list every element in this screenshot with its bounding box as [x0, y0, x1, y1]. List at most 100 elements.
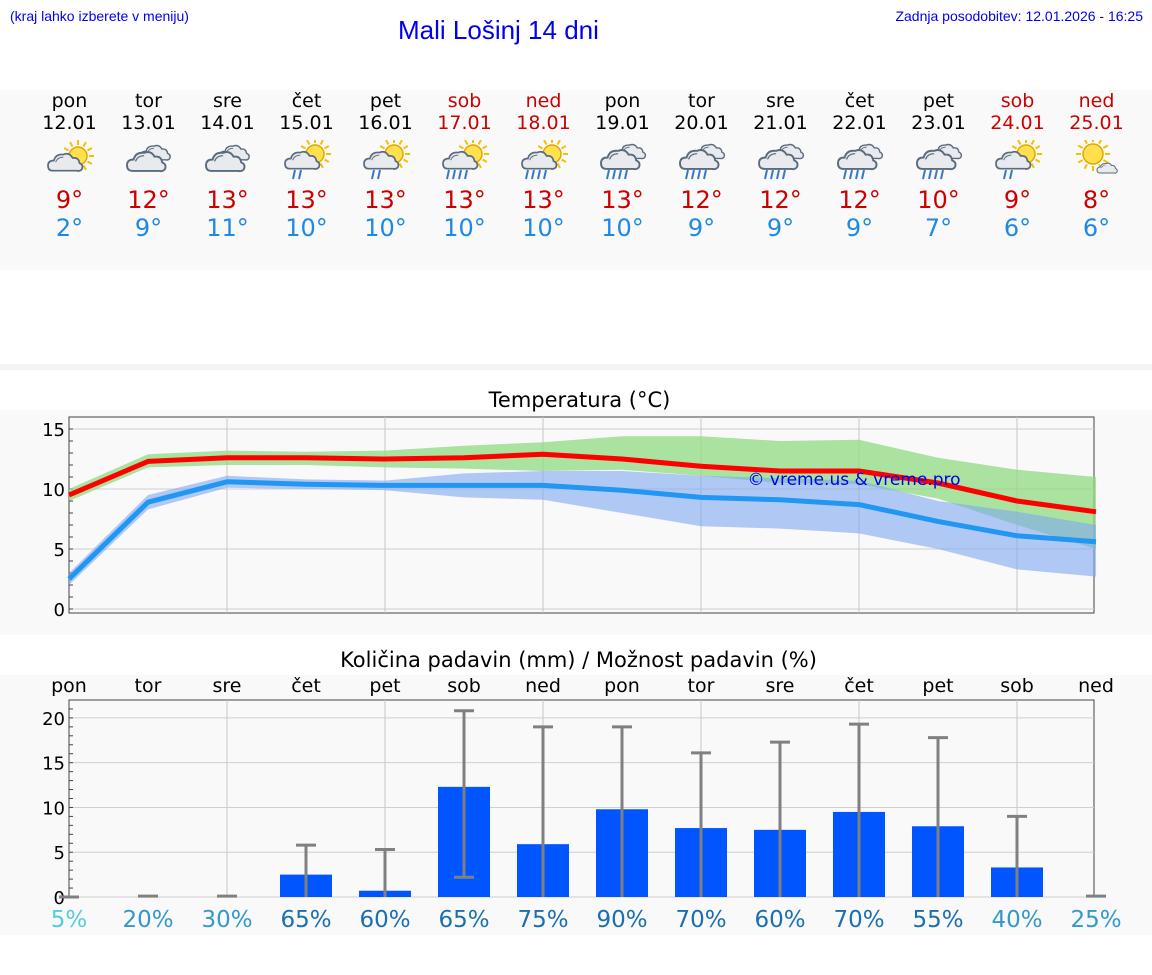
- max-temp: 8°: [1082, 186, 1111, 214]
- day-column: sob 24.01 9° 6°: [978, 90, 1057, 242]
- precip-day-label: sob: [1000, 675, 1034, 697]
- precip-probability: 65%: [438, 907, 489, 933]
- watermark: © vreme.us & vreme.pro: [747, 470, 960, 490]
- day-column: ned 25.01 8° 6°: [1057, 90, 1136, 242]
- day-name: pet: [369, 90, 402, 112]
- cloudy-icon: [125, 144, 171, 173]
- day-name: pon: [604, 90, 641, 112]
- cloud-rain-icon: [915, 143, 962, 180]
- page-title: Mali Lošinj 14 dni: [398, 15, 599, 45]
- max-temp-line: [68, 451, 1097, 515]
- day-column: pon 19.01 13° 10°: [583, 90, 662, 242]
- max-temp: 12°: [680, 186, 723, 214]
- max-temp: 13°: [601, 186, 644, 214]
- day-name: ned: [1078, 90, 1115, 112]
- max-temp: 9°: [55, 186, 84, 214]
- daily-forecast: pon 12.01 9° 2° tor 13.01 12° 9° sre 14.01 13° 11° č…: [0, 90, 1152, 270]
- precip-probability: 65%: [280, 907, 331, 933]
- sun-rain-icon: [283, 140, 331, 180]
- precip-day-label: sre: [766, 675, 795, 697]
- precip-day-label: čet: [844, 675, 874, 697]
- max-temp: 9°: [1003, 186, 1032, 214]
- day-name: ned: [525, 90, 562, 112]
- min-temp: 9°: [687, 214, 716, 242]
- day-column: čet 15.01 13° 10°: [267, 90, 346, 242]
- precip-day-label: sre: [213, 675, 242, 697]
- min-temp: 9°: [845, 214, 874, 242]
- min-temp: 10°: [522, 214, 565, 242]
- min-temp: 10°: [285, 214, 328, 242]
- sun-heavy-rain-icon: [520, 140, 568, 180]
- day-column: pet 23.01 10° 7°: [899, 90, 978, 242]
- day-column: pon 12.01 9° 2°: [30, 90, 109, 242]
- day-date: 16.01: [358, 112, 413, 134]
- precip-day-label: pet: [369, 675, 400, 697]
- precip-tick-label: 10: [42, 798, 65, 819]
- temp-tick-label: 10: [42, 480, 65, 501]
- day-date: 20.01: [674, 112, 729, 134]
- min-temp: 6°: [1082, 214, 1111, 242]
- sun-rain-icon: [994, 140, 1042, 180]
- day-date: 13.01: [121, 112, 176, 134]
- min-temp: 6°: [1003, 214, 1032, 242]
- day-date: 17.01: [437, 112, 492, 134]
- location-hint: (kraj lahko izberete v meniju): [10, 8, 189, 24]
- precip-tick-label: 5: [54, 843, 65, 864]
- precip-day-label: ned: [525, 675, 561, 697]
- day-name: sob: [1000, 90, 1035, 112]
- day-name: čet: [844, 90, 875, 112]
- day-name: sob: [447, 90, 482, 112]
- precipitation-chart: pon tor sre čet pet sob ned pon tor sre čet pet sob n…: [42, 675, 1121, 933]
- temp-tick-label: 0: [54, 600, 65, 621]
- precip-probability: 60%: [359, 907, 410, 933]
- min-temp: 10°: [443, 214, 486, 242]
- max-temp: 13°: [285, 186, 328, 214]
- last-update: Zadnja posodobitev: 12.01.2026 - 16:25: [895, 8, 1143, 24]
- day-date: 21.01: [753, 112, 808, 134]
- precip-chart-title: Količina padavin (mm) / Možnost padavin …: [340, 648, 817, 672]
- precip-probability: 75%: [517, 907, 568, 933]
- precip-probability: 60%: [754, 907, 805, 933]
- day-name: pon: [51, 90, 88, 112]
- precip-probability: 70%: [675, 907, 726, 933]
- precip-day-label: čet: [291, 675, 321, 697]
- precip-probability: 5%: [51, 907, 88, 933]
- min-temp: 10°: [364, 214, 407, 242]
- precip-day-label: sob: [447, 675, 481, 697]
- precip-day-label: pon: [604, 675, 640, 697]
- precip-probability: 25%: [1070, 907, 1121, 933]
- precip-day-label: tor: [688, 675, 715, 697]
- min-temp: 9°: [766, 214, 795, 242]
- precip-probability: 20%: [122, 907, 173, 933]
- sun-rain-icon: [362, 140, 410, 180]
- max-temp: 12°: [838, 186, 881, 214]
- temp-chart-title: Temperatura (°C): [488, 388, 671, 412]
- forecast-band: [0, 90, 1152, 270]
- min-temp: 7°: [924, 214, 953, 242]
- day-column: ned 18.01 13° 10°: [504, 90, 583, 242]
- day-name: sre: [766, 90, 795, 112]
- max-temp: 13°: [364, 186, 407, 214]
- day-column: tor 13.01 12° 9°: [109, 90, 188, 242]
- precip-probability: 30%: [201, 907, 252, 933]
- day-date: 23.01: [911, 112, 966, 134]
- day-name: sre: [213, 90, 242, 112]
- precip-probability: 70%: [833, 907, 884, 933]
- min-temp: 10°: [601, 214, 644, 242]
- max-temp: 10°: [917, 186, 960, 214]
- day-column: sre 21.01 12° 9°: [741, 90, 820, 242]
- day-date: 25.01: [1069, 112, 1124, 134]
- max-temp: 13°: [522, 186, 565, 214]
- precip-tick-label: 15: [42, 754, 65, 775]
- day-date: 18.01: [516, 112, 571, 134]
- cloud-rain-icon: [836, 143, 883, 180]
- precip-probability: 40%: [991, 907, 1042, 933]
- max-temp: 12°: [759, 186, 802, 214]
- day-name: čet: [291, 90, 322, 112]
- day-date: 24.01: [990, 112, 1045, 134]
- max-temp: 13°: [443, 186, 486, 214]
- day-column: sre 14.01 13° 11°: [188, 90, 267, 242]
- partly-cloudy-icon: [46, 140, 94, 172]
- temp-tick-label: 5: [54, 540, 65, 561]
- day-date: 19.01: [595, 112, 650, 134]
